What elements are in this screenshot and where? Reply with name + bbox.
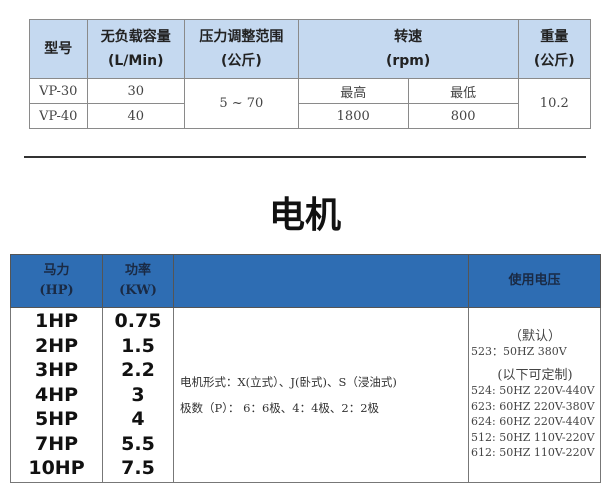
speed-min-value: 800 [407,103,519,129]
motor-poles-text: 极数（P）： 6：6极、4：4极、2：2极 [180,400,380,415]
header-hp: 马力 (HP) [10,254,103,308]
voltage-option: 624: 60HZ 220V-440V [471,415,595,429]
model-cell: VP-40 [29,103,88,129]
motor-description: 电机形式：X(立式）、J(卧式)、S（浸油式) 极数（P）： 6：6极、4：4极… [173,307,469,483]
kw-value: 7.5 [121,457,155,479]
speed-min-label: 最低 [407,78,519,104]
speed-max-value: 1800 [297,103,409,129]
header-model: 型号 [29,19,88,79]
header-pressure: 压力调整范围 (公斤) [183,19,299,79]
section-title: 电机 [268,195,341,236]
hp-value: 7HP [34,432,79,455]
custom-label: (以下可定制) [497,367,573,383]
kw-value: 4 [131,408,145,430]
kw-value: 2.2 [121,359,155,381]
capacity-cell: 30 [86,78,185,104]
capacity-cell: 40 [86,103,185,129]
hp-value: 10HP [28,457,85,479]
default-voltage: 523：50HZ 380V [471,345,567,359]
header-kw: 功率 (KW) [102,254,174,308]
voltage-option: 512: 50HZ 110V-220V [471,430,595,444]
motor-form-text: 电机形式：X(立式）、J(卧式)、S（浸油式) [180,374,397,389]
header-voltage: 使用电压 [468,254,601,308]
header-weight: 重量 (公斤) [517,19,592,79]
header-row: 型号 无负载容量 (L/Min) 压力调整范围 (公斤) 转速 (rpm) 重量 (公斤… [29,19,592,79]
kw-value: 1.5 [121,334,155,357]
voltage-column: （默认） 523：50HZ 380V (以下可定制) 524: 50HZ 220… [468,307,601,483]
kw-value: 5.5 [121,432,155,455]
hp-value: 2HP [34,334,79,357]
kw-column: 0.75 1.5 2.2 3 4 5.5 7.5 [102,307,174,483]
table-row: 1HP 2HP 3HP 4HP 5HP 7HP 10HP 0.75 1.5 2.2 3 4 5.5 7.… [10,307,601,483]
pressure-cell: 5 ~ 70 [183,78,299,129]
hp-value: 1HP [34,310,79,332]
hp-value: 5HP [34,408,79,430]
default-label: （默认） [508,328,561,344]
voltage-option: 612: 50HZ 110V-220V [471,446,595,460]
kw-value: 0.75 [114,310,162,332]
hp-value: 3HP [34,359,79,381]
model-cell: VP-30 [29,78,88,104]
header-speed: 转速 (rpm) [297,19,519,79]
header-blank [173,254,469,308]
voltage-option: 524: 50HZ 220V-440V [471,384,595,398]
speed-max-label: 最高 [297,78,409,104]
pump-spec-table: 型号 无负载容量 (L/Min) 压力调整范围 (公斤) 转速 (rpm) 重量 (公斤… [29,19,592,129]
hp-value: 4HP [34,383,79,406]
motor-spec-table: 马力 (HP) 功率 (KW) 使用电压 1HP 2HP 3HP 4HP 5HP 7HP 10H… [10,254,601,483]
divider [24,156,586,158]
header-row: 马力 (HP) 功率 (KW) 使用电压 [10,254,601,308]
table-row: VP-40 40 1800 800 [29,103,591,129]
header-capacity: 无负载容量 (L/Min) [86,19,185,79]
table-row: VP-30 30 5 ~ 70 最高 最低 10.2 [29,78,592,129]
voltage-option: 623: 60HZ 220V-380V [471,399,595,413]
hp-column: 1HP 2HP 3HP 4HP 5HP 7HP 10HP [10,307,103,483]
kw-value: 3 [131,383,145,406]
weight-cell: 10.2 [517,78,592,129]
